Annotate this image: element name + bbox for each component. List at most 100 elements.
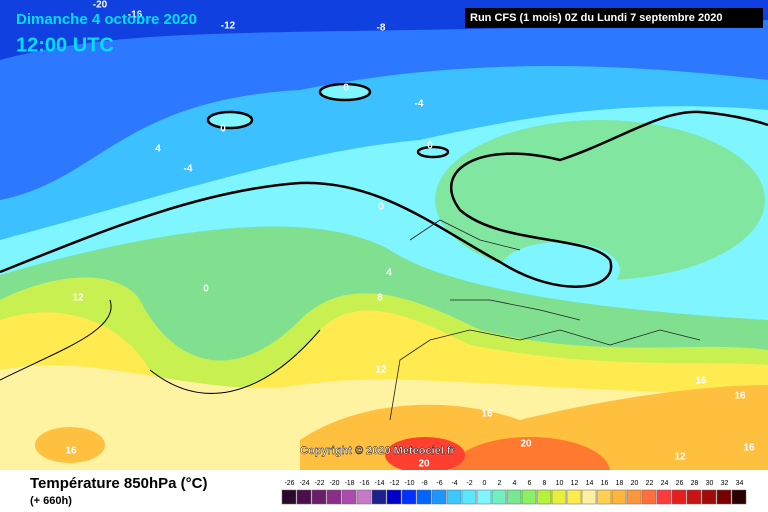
contour-label: 0 — [220, 124, 226, 135]
scale-label: -16 — [359, 480, 369, 487]
band — [500, 242, 620, 298]
scale-label: -20 — [329, 480, 339, 487]
scale-swatch — [386, 489, 402, 505]
scale-label: 26 — [676, 480, 684, 487]
scale-swatch — [566, 489, 582, 505]
scale-label: 6 — [528, 480, 532, 487]
scale-label: -14 — [374, 480, 384, 487]
contour-label: 4 — [155, 144, 161, 155]
band — [435, 120, 765, 280]
contour-label: 20 — [418, 459, 430, 470]
scale-label: -8 — [421, 480, 427, 487]
contour-label: 0 — [378, 202, 384, 213]
contour-labels: -20 -16 -12 -8 0 -4 0 4 0 -4 0 0 4 12 8 12 16 16 16 20 16 20 1… — [65, 0, 755, 470]
contour-label: 4 — [386, 268, 392, 279]
scale-swatch — [416, 489, 432, 505]
zero-island — [416, 145, 450, 159]
contour-label: 16 — [481, 409, 493, 420]
scale-label: 34 — [736, 480, 744, 487]
contour-label: -20 — [93, 0, 108, 11]
scale-label: -12 — [389, 480, 399, 487]
contour-label: 12 — [375, 365, 387, 376]
scale-swatch — [326, 489, 342, 505]
contour-label: 16 — [734, 391, 746, 402]
scale-swatch — [401, 489, 417, 505]
scale-swatch — [536, 489, 552, 505]
scale-swatch — [281, 489, 297, 505]
scale-swatch — [521, 489, 537, 505]
scale-swatch — [611, 489, 627, 505]
scale-label: 10 — [556, 480, 564, 487]
contour-label: 0 — [343, 83, 349, 94]
scale-swatch — [341, 489, 357, 505]
contour-label: -16 — [128, 10, 143, 21]
scale-label: 8 — [543, 480, 547, 487]
scale-swatch — [686, 489, 702, 505]
scale-label: -24 — [299, 480, 309, 487]
isotherm — [0, 299, 321, 394]
scale-label: 16 — [601, 480, 609, 487]
band — [35, 427, 105, 463]
scale-label: 4 — [513, 480, 517, 487]
scale-label: 2 — [498, 480, 502, 487]
scale-label: -22 — [314, 480, 324, 487]
footer-title: Température 850hPa (°C) — [30, 475, 207, 492]
scale-swatch — [491, 489, 507, 505]
scale-label: 14 — [586, 480, 594, 487]
run-box — [465, 8, 763, 28]
scale-swatch — [731, 489, 747, 505]
scale-label: -2 — [466, 480, 472, 487]
scale-swatch — [716, 489, 732, 505]
scale-label: -18 — [344, 480, 354, 487]
contour-label: 0 — [427, 141, 433, 152]
scale-swatch — [701, 489, 717, 505]
contour-label: 16 — [695, 376, 707, 387]
zero-isotherm — [0, 110, 768, 288]
scale-swatch — [641, 489, 657, 505]
footer-lead: (+ 660h) — [30, 495, 72, 507]
scale-label: 24 — [661, 480, 669, 487]
color-scale: -26 -24 -22 -20 -18 -16 -14 -12 -10 -8 -6 -4 -2 0 2 4 6 8… — [281, 480, 747, 505]
contour-label: -4 — [415, 99, 424, 110]
scale-swatch — [596, 489, 612, 505]
scale-label: 18 — [616, 480, 624, 487]
contour-label: 20 — [520, 439, 532, 450]
scale-swatch — [626, 489, 642, 505]
scale-label: -6 — [436, 480, 442, 487]
zero-island — [206, 110, 254, 130]
contour-label: -8 — [377, 23, 386, 34]
contour-label: 0 — [203, 284, 209, 295]
scale-label: 30 — [706, 480, 714, 487]
contour-label: 8 — [377, 293, 383, 304]
date: Dimanche 4 octobre 2020 — [16, 11, 197, 28]
scale-label: 28 — [691, 480, 699, 487]
scale-swatch — [461, 489, 477, 505]
scale-label: -4 — [451, 480, 457, 487]
scale-label: 12 — [571, 480, 579, 487]
scale-label: 20 — [631, 480, 639, 487]
scale-swatch — [506, 489, 522, 505]
contour-label: -12 — [221, 21, 236, 32]
scale-swatch — [371, 489, 387, 505]
scale-swatch — [296, 489, 312, 505]
copyright: Copyright © 2020 Meteociel.fr — [300, 445, 456, 457]
zero-island — [318, 82, 372, 102]
scale-swatch — [551, 489, 567, 505]
scale-swatch — [446, 489, 462, 505]
scale-swatch — [671, 489, 687, 505]
band — [385, 437, 465, 473]
contour-label: 12 — [674, 452, 686, 463]
contour-label: 12 — [72, 293, 84, 304]
run-info: Run CFS (1 mois) 0Z du Lundi 7 septembre… — [470, 12, 722, 24]
contour-label: -4 — [184, 164, 193, 175]
scale-swatch — [356, 489, 372, 505]
contour-label: 16 — [743, 443, 755, 454]
contour-label: 16 — [65, 446, 77, 457]
scale-label: -10 — [404, 480, 414, 487]
scale-label: 0 — [483, 480, 487, 487]
scale-label: -26 — [284, 480, 294, 487]
scale-swatch — [476, 489, 492, 505]
scale-label: 32 — [721, 480, 729, 487]
